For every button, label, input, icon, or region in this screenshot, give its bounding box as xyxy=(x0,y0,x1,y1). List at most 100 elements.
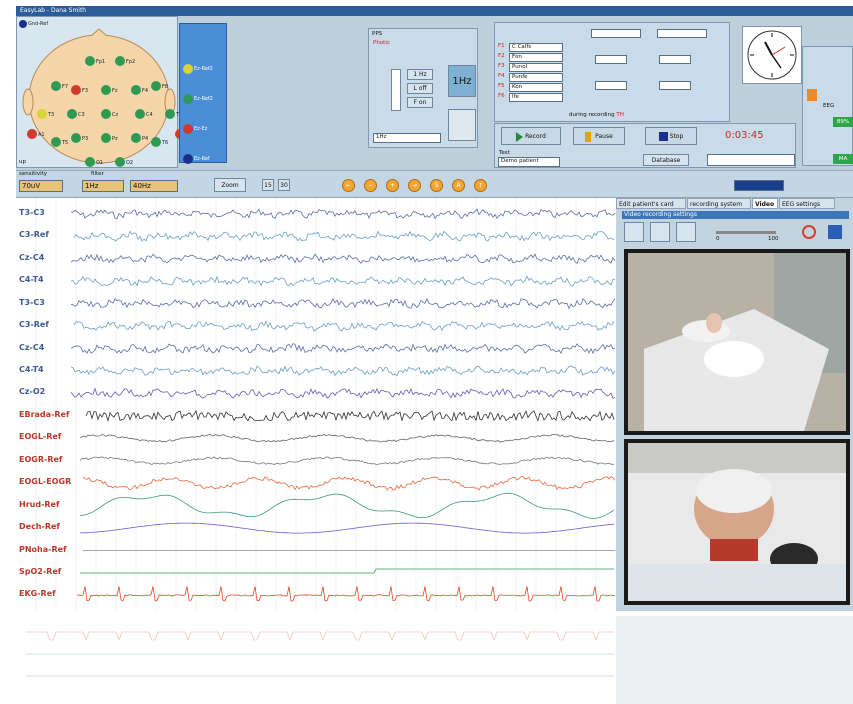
electrode-pz[interactable] xyxy=(101,133,111,143)
channel-label: EOGL-EOGR xyxy=(19,477,72,487)
fkey-input[interactable]: lfe xyxy=(509,93,563,102)
fkey-field-6[interactable] xyxy=(659,81,691,90)
electrode-f4[interactable] xyxy=(131,85,141,95)
electrode-o2[interactable] xyxy=(115,157,125,167)
channel-label: C3-Ref xyxy=(19,230,49,240)
stop-button[interactable]: Stop xyxy=(645,127,697,145)
nav-round-button[interactable]: A xyxy=(452,179,465,192)
volume-slider[interactable] xyxy=(716,231,776,234)
tab-eeg-settings[interactable]: EEG settings xyxy=(779,198,835,209)
eeg-trace-area[interactable]: T3-C3 C3-Ref Cz-C4 C4-T4 T3-C3 C3-Ref Cz-C4 C4-… xyxy=(16,198,616,611)
nav-round-button[interactable]: + xyxy=(386,179,399,192)
record-button[interactable]: Record xyxy=(501,127,561,145)
electrode-label: P4 xyxy=(142,136,149,142)
electrode-t5[interactable] xyxy=(51,137,61,147)
electrode-fz[interactable] xyxy=(101,85,111,95)
channel-trace xyxy=(82,476,616,491)
fkey-field-3[interactable] xyxy=(595,55,627,64)
electrode-label: P3 xyxy=(82,136,89,142)
fkey-input[interactable]: Punol xyxy=(509,63,563,72)
exit-field[interactable] xyxy=(707,154,795,166)
electrode-label: Fz xyxy=(112,88,118,94)
tab-edit-patient-s-card[interactable]: Edit patient's card xyxy=(616,198,686,209)
electrode-t3[interactable] xyxy=(37,109,47,119)
photic-start-button[interactable] xyxy=(448,109,476,141)
electrode-label: C4 xyxy=(146,112,153,118)
nav-round-button[interactable]: S xyxy=(430,179,443,192)
nav-round-button[interactable]: → xyxy=(408,179,421,192)
side-electrode[interactable] xyxy=(183,64,193,74)
speed-30-button[interactable]: 30 xyxy=(278,179,290,191)
fkey-input[interactable]: Kon xyxy=(509,83,563,92)
slider-max-label: 100 xyxy=(768,236,779,242)
option-l-off[interactable]: L off xyxy=(407,83,433,94)
right-status-panel: EEG 89% MA xyxy=(802,46,853,166)
fkey-label: F2 xyxy=(498,53,505,59)
tab-recording-system[interactable]: recording system xyxy=(687,198,751,209)
tab-video[interactable]: Video xyxy=(752,198,778,209)
side-electrode[interactable] xyxy=(183,124,193,134)
electrode-cz[interactable] xyxy=(101,109,111,119)
electrode-c3[interactable] xyxy=(67,109,77,119)
nav-round-button[interactable]: − xyxy=(364,179,377,192)
stim-freq-select[interactable]: 1Hz xyxy=(373,133,441,143)
save-icon[interactable] xyxy=(828,225,842,239)
photic-1hz-button[interactable]: 1Hz xyxy=(448,65,476,97)
electrode-c4[interactable] xyxy=(135,109,145,119)
microphone-button[interactable] xyxy=(676,222,696,242)
patient-video-bottom xyxy=(628,443,846,601)
option-f-on[interactable]: F on xyxy=(407,97,433,108)
zoom-button[interactable]: Zoom xyxy=(214,178,246,192)
montage-panel: Gnd-Ref Fp1Fp2F7F3FzF4F8T3C3CzC4T4A1A2T5… xyxy=(16,16,193,168)
channel-trace xyxy=(70,275,616,287)
fkey-field-1[interactable] xyxy=(591,29,641,38)
fkey-field-4[interactable] xyxy=(659,55,691,64)
patient-name-field[interactable]: Demo patient xyxy=(498,157,560,167)
electrode-label: O2 xyxy=(126,160,134,166)
fkey-input[interactable]: Punfe xyxy=(509,73,563,82)
electrode-o1[interactable] xyxy=(85,157,95,167)
side-electrode[interactable] xyxy=(183,94,193,104)
pause-icon xyxy=(585,131,594,142)
fkey-field-2[interactable] xyxy=(657,29,707,38)
fkey-input[interactable]: C Calfs xyxy=(509,43,563,52)
electrode-label: F3 xyxy=(82,88,89,94)
electrode-t6[interactable] xyxy=(151,137,161,147)
electrode-label: F8 xyxy=(162,84,169,90)
no-record-icon[interactable] xyxy=(802,225,816,239)
nav-round-button[interactable]: ↑ xyxy=(474,179,487,192)
fkey-input[interactable]: Fon xyxy=(509,53,563,62)
electrode-fp2[interactable] xyxy=(115,56,125,66)
fkey-field-5[interactable] xyxy=(595,81,627,90)
channel-label: C4-T4 xyxy=(19,275,44,285)
electrode-p4[interactable] xyxy=(131,133,141,143)
electrode-fp1[interactable] xyxy=(85,56,95,66)
recording-timer: 0:03:45 xyxy=(725,130,764,141)
channel-label: EBrada-Ref xyxy=(19,409,70,419)
electrode-a1[interactable] xyxy=(27,129,37,139)
electrode-t4[interactable] xyxy=(165,109,175,119)
channel-trace xyxy=(73,230,615,242)
patient-video-top xyxy=(628,253,846,431)
electrode-p3[interactable] xyxy=(71,133,81,143)
sensitivity-select[interactable]: 70uV xyxy=(19,180,63,192)
side-electrode[interactable] xyxy=(183,154,193,164)
camera-1-button[interactable] xyxy=(624,222,644,242)
speed-15-button[interactable]: 15 xyxy=(262,179,274,191)
electrode-f8[interactable] xyxy=(151,81,161,91)
channel-label: PNoha-Ref xyxy=(19,544,67,554)
ground-electrode[interactable] xyxy=(19,20,27,28)
channel-trace xyxy=(85,409,615,423)
filter-high-select[interactable]: 40Hz xyxy=(130,180,178,192)
freq-slider[interactable] xyxy=(391,69,401,111)
video-frame-1 xyxy=(624,249,850,435)
pause-button[interactable]: Pause xyxy=(573,127,625,145)
electrode-f7[interactable] xyxy=(51,81,61,91)
option-1hz[interactable]: 1 Hz xyxy=(407,69,433,80)
montage-select[interactable] xyxy=(734,180,784,191)
camera-2-button[interactable] xyxy=(650,222,670,242)
electrode-f3[interactable] xyxy=(71,85,81,95)
filter-low-select[interactable]: 1Hz xyxy=(82,180,124,192)
nav-round-button[interactable]: ← xyxy=(342,179,355,192)
database-button[interactable]: Database xyxy=(643,154,689,166)
